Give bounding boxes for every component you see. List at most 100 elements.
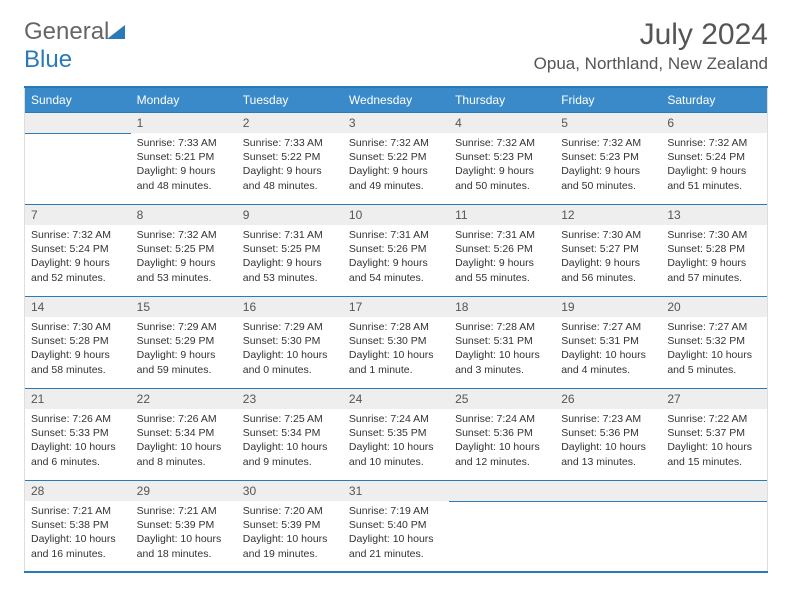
day-number: 15 [131, 296, 237, 317]
day-data: Sunrise: 7:32 AMSunset: 5:24 PMDaylight:… [661, 133, 767, 199]
day-number: 25 [449, 388, 555, 409]
day-number: 23 [237, 388, 343, 409]
day-number: 12 [555, 204, 661, 225]
calendar-cell: 11Sunrise: 7:31 AMSunset: 5:26 PMDayligh… [449, 204, 555, 296]
calendar-cell: 4Sunrise: 7:32 AMSunset: 5:23 PMDaylight… [449, 112, 555, 204]
day-number: 24 [343, 388, 449, 409]
day-number: 13 [661, 204, 767, 225]
calendar-cell: 1Sunrise: 7:33 AMSunset: 5:21 PMDaylight… [131, 112, 237, 204]
day-number: 5 [555, 112, 661, 133]
day-data: Sunrise: 7:24 AMSunset: 5:36 PMDaylight:… [449, 409, 555, 475]
day-number: 22 [131, 388, 237, 409]
day-number: 16 [237, 296, 343, 317]
calendar-cell: 9Sunrise: 7:31 AMSunset: 5:25 PMDaylight… [237, 204, 343, 296]
day-number [661, 480, 767, 501]
day-data: Sunrise: 7:29 AMSunset: 5:29 PMDaylight:… [131, 317, 237, 383]
day-number: 20 [661, 296, 767, 317]
day-number: 28 [25, 480, 131, 501]
day-number: 31 [343, 480, 449, 501]
day-data: Sunrise: 7:28 AMSunset: 5:31 PMDaylight:… [449, 317, 555, 383]
calendar-cell [449, 480, 555, 572]
calendar-row: 21Sunrise: 7:26 AMSunset: 5:33 PMDayligh… [25, 388, 768, 480]
day-data: Sunrise: 7:31 AMSunset: 5:25 PMDaylight:… [237, 225, 343, 291]
day-number: 3 [343, 112, 449, 133]
day-number: 14 [25, 296, 131, 317]
calendar-cell: 27Sunrise: 7:22 AMSunset: 5:37 PMDayligh… [661, 388, 767, 480]
calendar-cell: 18Sunrise: 7:28 AMSunset: 5:31 PMDayligh… [449, 296, 555, 388]
calendar-body: 1Sunrise: 7:33 AMSunset: 5:21 PMDaylight… [25, 112, 768, 572]
calendar-cell [661, 480, 767, 572]
day-data [661, 501, 767, 511]
day-number: 19 [555, 296, 661, 317]
day-number: 29 [131, 480, 237, 501]
calendar-cell: 30Sunrise: 7:20 AMSunset: 5:39 PMDayligh… [237, 480, 343, 572]
day-data: Sunrise: 7:20 AMSunset: 5:39 PMDaylight:… [237, 501, 343, 567]
header: GeneralBlue July 2024 Opua, Northland, N… [24, 18, 768, 74]
day-number [25, 112, 131, 133]
day-data: Sunrise: 7:25 AMSunset: 5:34 PMDaylight:… [237, 409, 343, 475]
day-data: Sunrise: 7:32 AMSunset: 5:22 PMDaylight:… [343, 133, 449, 199]
day-data: Sunrise: 7:33 AMSunset: 5:21 PMDaylight:… [131, 133, 237, 199]
day-data: Sunrise: 7:29 AMSunset: 5:30 PMDaylight:… [237, 317, 343, 383]
calendar-cell: 10Sunrise: 7:31 AMSunset: 5:26 PMDayligh… [343, 204, 449, 296]
day-data [25, 133, 131, 143]
day-data: Sunrise: 7:32 AMSunset: 5:24 PMDaylight:… [25, 225, 131, 291]
calendar-cell: 25Sunrise: 7:24 AMSunset: 5:36 PMDayligh… [449, 388, 555, 480]
page-title: July 2024 [534, 18, 768, 52]
calendar-cell: 8Sunrise: 7:32 AMSunset: 5:25 PMDaylight… [131, 204, 237, 296]
calendar-table: SundayMondayTuesdayWednesdayThursdayFrid… [24, 86, 768, 573]
day-number: 11 [449, 204, 555, 225]
weekday-header: Saturday [661, 87, 767, 112]
day-number: 26 [555, 388, 661, 409]
calendar-cell: 22Sunrise: 7:26 AMSunset: 5:34 PMDayligh… [131, 388, 237, 480]
day-data: Sunrise: 7:33 AMSunset: 5:22 PMDaylight:… [237, 133, 343, 199]
day-data: Sunrise: 7:26 AMSunset: 5:33 PMDaylight:… [25, 409, 131, 475]
calendar-cell: 31Sunrise: 7:19 AMSunset: 5:40 PMDayligh… [343, 480, 449, 572]
day-number: 8 [131, 204, 237, 225]
day-data: Sunrise: 7:32 AMSunset: 5:23 PMDaylight:… [555, 133, 661, 199]
calendar-cell [25, 112, 131, 204]
day-data [449, 501, 555, 511]
calendar-cell: 12Sunrise: 7:30 AMSunset: 5:27 PMDayligh… [555, 204, 661, 296]
calendar-cell: 14Sunrise: 7:30 AMSunset: 5:28 PMDayligh… [25, 296, 131, 388]
day-number: 30 [237, 480, 343, 501]
calendar-row: 28Sunrise: 7:21 AMSunset: 5:38 PMDayligh… [25, 480, 768, 572]
calendar-cell: 2Sunrise: 7:33 AMSunset: 5:22 PMDaylight… [237, 112, 343, 204]
day-data: Sunrise: 7:23 AMSunset: 5:36 PMDaylight:… [555, 409, 661, 475]
calendar-row: 1Sunrise: 7:33 AMSunset: 5:21 PMDaylight… [25, 112, 768, 204]
day-number [555, 480, 661, 501]
calendar-row: 14Sunrise: 7:30 AMSunset: 5:28 PMDayligh… [25, 296, 768, 388]
calendar-cell: 24Sunrise: 7:24 AMSunset: 5:35 PMDayligh… [343, 388, 449, 480]
calendar-cell: 20Sunrise: 7:27 AMSunset: 5:32 PMDayligh… [661, 296, 767, 388]
calendar-cell [555, 480, 661, 572]
day-data: Sunrise: 7:22 AMSunset: 5:37 PMDaylight:… [661, 409, 767, 475]
calendar-row: 7Sunrise: 7:32 AMSunset: 5:24 PMDaylight… [25, 204, 768, 296]
calendar-header-row: SundayMondayTuesdayWednesdayThursdayFrid… [25, 87, 768, 112]
day-number: 1 [131, 112, 237, 133]
calendar-cell: 15Sunrise: 7:29 AMSunset: 5:29 PMDayligh… [131, 296, 237, 388]
weekday-header: Monday [131, 87, 237, 112]
day-data [555, 501, 661, 511]
weekday-header: Tuesday [237, 87, 343, 112]
day-data: Sunrise: 7:19 AMSunset: 5:40 PMDaylight:… [343, 501, 449, 567]
day-number: 6 [661, 112, 767, 133]
day-data: Sunrise: 7:32 AMSunset: 5:23 PMDaylight:… [449, 133, 555, 199]
weekday-header: Wednesday [343, 87, 449, 112]
day-number: 4 [449, 112, 555, 133]
calendar-cell: 5Sunrise: 7:32 AMSunset: 5:23 PMDaylight… [555, 112, 661, 204]
calendar-cell: 3Sunrise: 7:32 AMSunset: 5:22 PMDaylight… [343, 112, 449, 204]
day-number: 9 [237, 204, 343, 225]
calendar-cell: 7Sunrise: 7:32 AMSunset: 5:24 PMDaylight… [25, 204, 131, 296]
day-number: 10 [343, 204, 449, 225]
day-data: Sunrise: 7:21 AMSunset: 5:39 PMDaylight:… [131, 501, 237, 567]
day-data: Sunrise: 7:27 AMSunset: 5:32 PMDaylight:… [661, 317, 767, 383]
calendar-cell: 26Sunrise: 7:23 AMSunset: 5:36 PMDayligh… [555, 388, 661, 480]
day-data: Sunrise: 7:28 AMSunset: 5:30 PMDaylight:… [343, 317, 449, 383]
calendar-cell: 19Sunrise: 7:27 AMSunset: 5:31 PMDayligh… [555, 296, 661, 388]
calendar-cell: 21Sunrise: 7:26 AMSunset: 5:33 PMDayligh… [25, 388, 131, 480]
day-data: Sunrise: 7:31 AMSunset: 5:26 PMDaylight:… [449, 225, 555, 291]
calendar-cell: 28Sunrise: 7:21 AMSunset: 5:38 PMDayligh… [25, 480, 131, 572]
location-text: Opua, Northland, New Zealand [534, 54, 768, 74]
day-number: 27 [661, 388, 767, 409]
day-number: 2 [237, 112, 343, 133]
